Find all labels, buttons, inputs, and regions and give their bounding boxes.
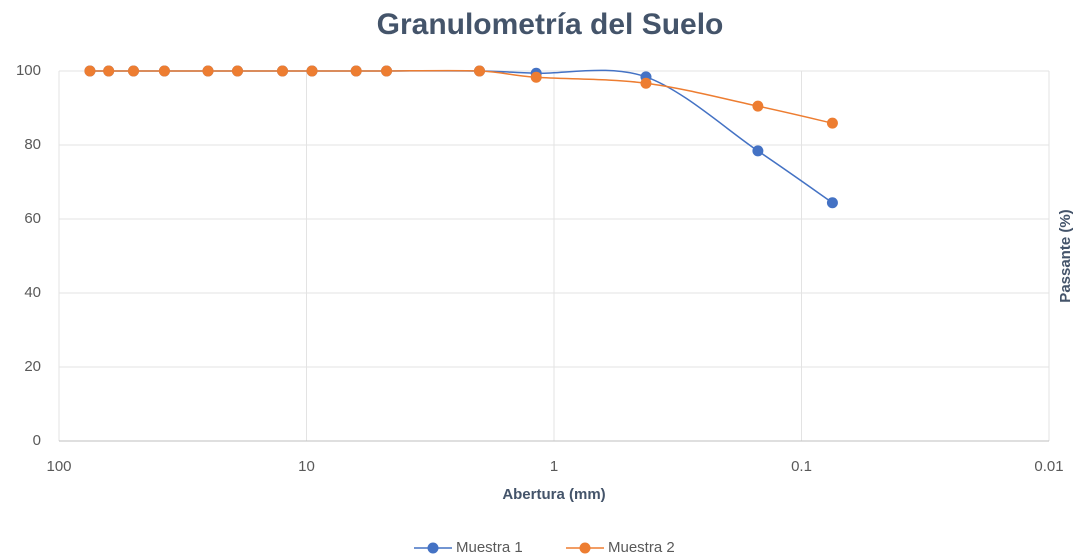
data-point xyxy=(202,65,214,77)
data-point xyxy=(128,65,140,77)
legend-marker xyxy=(427,542,439,554)
y-axis-label: Passante (%) xyxy=(1057,209,1074,302)
data-point xyxy=(473,65,485,77)
series-line xyxy=(89,69,833,124)
data-point xyxy=(306,65,318,77)
data-point xyxy=(350,65,362,77)
data-point xyxy=(158,65,170,77)
data-point xyxy=(84,65,96,77)
data-point xyxy=(826,117,838,129)
data-point xyxy=(530,71,542,83)
y-tick-label: 80 xyxy=(24,136,41,153)
data-point xyxy=(277,65,289,77)
data-point xyxy=(381,65,393,77)
x-tick-label: 0.01 xyxy=(1034,458,1063,475)
x-tick-label: 0.1 xyxy=(791,458,812,475)
data-point xyxy=(103,65,115,77)
series-line xyxy=(89,69,833,204)
y-tick-label: 100 xyxy=(16,62,41,79)
x-tick-label: 10 xyxy=(298,458,315,475)
y-tick-label: 0 xyxy=(33,432,41,449)
legend-label: Muestra 1 xyxy=(456,539,523,556)
chart-title: Granulometría del Suelo xyxy=(377,8,724,41)
x-axis-label: Abertura (mm) xyxy=(502,486,605,503)
x-tick-label: 100 xyxy=(46,458,71,475)
legend-label: Muestra 2 xyxy=(608,539,675,556)
y-tick-label: 40 xyxy=(24,284,41,301)
y-tick-label: 20 xyxy=(24,358,41,375)
y-tick-label: 60 xyxy=(24,210,41,227)
data-point xyxy=(752,100,764,112)
data-point xyxy=(826,197,838,209)
data-point xyxy=(752,145,764,157)
legend-marker xyxy=(579,542,591,554)
x-tick-label: 1 xyxy=(550,458,558,475)
data-point xyxy=(232,65,244,77)
data-point xyxy=(640,77,652,89)
